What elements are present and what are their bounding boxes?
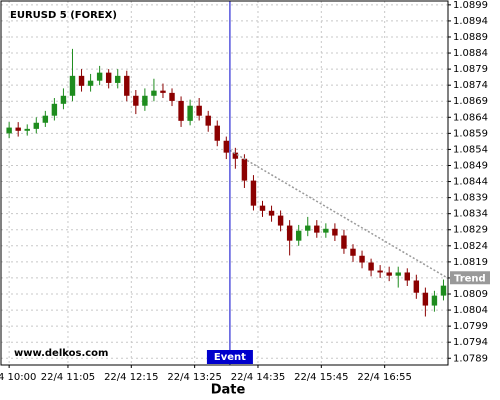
x-tick-label: 22/4 14:35 (231, 372, 285, 383)
candle-body (413, 280, 420, 293)
trend-label-box (450, 271, 490, 285)
candle-body (178, 100, 184, 121)
candle-body (96, 72, 103, 81)
trend-label: Trend (454, 273, 486, 284)
y-tick-label: 1.0804 (453, 305, 488, 316)
candle-body (277, 215, 284, 226)
event-label: Event (214, 352, 246, 363)
chart-title: EURUSD 5 (FOREX) (10, 10, 117, 21)
candle-body (223, 140, 230, 153)
y-tick-label: 1.0889 (453, 32, 488, 43)
candle-body (124, 75, 130, 96)
candle-body (314, 225, 320, 233)
candle-body (69, 75, 76, 96)
candle-body (404, 272, 410, 281)
y-tick-label: 1.0844 (453, 177, 488, 188)
candle-body (295, 230, 302, 241)
y-tick-label: 1.0859 (453, 128, 488, 139)
y-tick-label: 1.0874 (453, 80, 488, 91)
x-tick-label: 22/4 16:55 (357, 372, 411, 383)
y-tick-label: 1.0799 (453, 321, 488, 332)
x-tick-label: 22/4 12:15 (104, 372, 158, 383)
candle-body (187, 105, 193, 121)
candle-body (386, 272, 392, 276)
candle-body (15, 127, 21, 131)
y-tick-label: 1.0839 (453, 193, 488, 204)
candle-body (24, 128, 30, 131)
candle-body (87, 80, 94, 86)
y-tick-label: 1.0864 (453, 112, 488, 123)
candle-body (440, 285, 447, 296)
y-tick-label: 1.0829 (453, 225, 488, 236)
y-tick-label: 1.0869 (453, 96, 488, 107)
candle-body (250, 180, 257, 206)
candle-body (431, 295, 438, 306)
candle-body (305, 225, 311, 231)
candle-body (422, 292, 429, 306)
candle-body (332, 228, 338, 236)
x-tick-label: 22/4 10:00 (0, 372, 36, 383)
candle-body (196, 105, 202, 116)
candle-body (214, 125, 220, 141)
y-tick-label: 1.0819 (453, 257, 488, 268)
candle-body (368, 262, 374, 271)
candle-body (42, 115, 49, 123)
candle-body (169, 92, 175, 101)
candle-body (78, 75, 85, 86)
candle-body (115, 75, 121, 83)
candle-body (359, 255, 365, 263)
x-axis-label: Date (211, 383, 246, 398)
candle-body (377, 270, 383, 273)
y-tick-label: 1.0789 (453, 353, 488, 364)
y-tick-label: 1.0809 (453, 289, 488, 300)
candle-body (133, 95, 139, 106)
candle-body (286, 225, 293, 241)
y-tick-label: 1.0884 (453, 48, 488, 59)
candle-body (232, 152, 239, 159)
y-tick-label: 1.0899 (453, 0, 488, 11)
candle-body (341, 235, 347, 249)
plot-frame (0, 0, 449, 366)
y-tick-label: 1.0834 (453, 209, 488, 220)
candle-body (160, 90, 166, 93)
candle-body (142, 95, 148, 106)
candle-body (259, 205, 266, 211)
y-tick-label: 1.0849 (453, 160, 488, 171)
candle-body (51, 103, 58, 116)
candle-body (268, 210, 275, 216)
x-tick-label: 22/4 15:45 (294, 372, 348, 383)
candle-body (395, 272, 401, 276)
candle-body (60, 95, 67, 104)
y-tick-label: 1.0894 (453, 16, 488, 27)
candle-body (105, 72, 112, 83)
x-tick-label: 22/4 11:05 (41, 372, 95, 383)
candle-body (205, 115, 211, 126)
candle-body (6, 127, 12, 134)
y-tick-label: 1.0879 (453, 64, 488, 75)
y-tick-label: 1.0854 (453, 144, 488, 155)
y-tick-label: 1.0794 (453, 337, 488, 348)
watermark: www.delkos.com (14, 348, 108, 359)
x-tick-label: 22/4 13:25 (167, 372, 221, 383)
event-label-box (206, 350, 253, 364)
candle-body (33, 122, 40, 129)
candle-body (151, 90, 157, 96)
candle-body (350, 248, 356, 256)
candle-body (323, 228, 329, 233)
candle-body (241, 158, 248, 181)
y-tick-label: 1.0824 (453, 241, 488, 252)
